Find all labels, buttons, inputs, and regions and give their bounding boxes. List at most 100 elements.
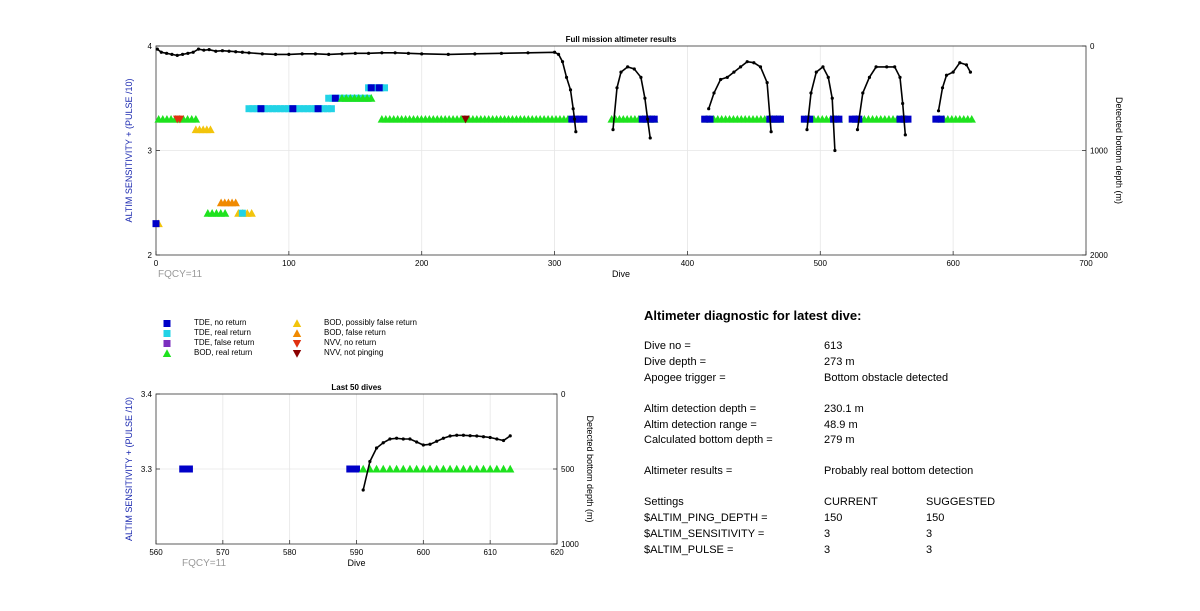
x-tick-label: 570 [216,548,230,557]
depth-point [826,75,830,79]
y-tick-label: 4 [148,42,153,51]
depth-point [571,107,575,111]
depth-point [821,65,825,69]
y2-tick-label: 0 [561,390,566,399]
depth-line [612,66,651,139]
depth-point [855,128,860,132]
legend-marker-icon [292,329,302,337]
settings-current-header: CURRENT [824,496,878,508]
series [173,115,185,124]
marker-square [776,115,784,123]
depth-point [958,61,962,65]
depth-point [805,128,809,132]
depth-point [448,434,452,438]
marker-series [152,84,976,228]
marker-square [367,84,375,92]
marker-square [806,115,814,123]
marker-triangle [292,319,302,327]
depth-line [806,65,836,151]
y2-tick-label: 0 [1090,42,1095,51]
marker-square [937,115,945,123]
depth-point [196,47,201,51]
depth-point [421,443,425,447]
marker-square [896,115,904,123]
depth-point [381,441,385,445]
series [152,220,160,228]
legend-label: TDE, false return [194,338,255,347]
marker-triangle [206,125,215,134]
depth-point [340,52,344,56]
depth-point [170,52,174,56]
depth-point [393,51,397,55]
depth-point [752,61,756,65]
y-tick-label: 3.3 [141,465,153,474]
depth-point [898,75,902,79]
y2-tick-label: 500 [561,465,575,474]
depth-point [830,96,834,100]
legend-label: BOD, possibly false return [324,318,417,327]
diag-label: Dive no = [644,340,691,352]
marker-square [800,115,808,123]
depth-point [186,51,190,55]
marker-triangle [432,464,441,473]
marker-triangle [472,464,481,473]
marker-square [261,105,269,113]
marker-triangle [247,209,256,217]
depth-point [420,52,424,56]
marker-square [325,94,333,102]
depth-point [481,435,486,439]
depth-point [273,52,278,56]
depth-point [508,434,512,438]
marker-square [300,105,308,113]
depth-line [856,66,907,135]
marker-triangle [399,464,408,473]
marker-square [185,465,193,473]
depth-point [619,70,623,74]
marker-square [152,220,160,228]
marker-triangle [392,464,401,473]
marker-square [353,465,360,473]
y2-tick-label: 2000 [1090,251,1108,260]
depth-point [473,52,477,56]
diag-value: Bottom obstacle detected [824,372,949,384]
marker-square [314,105,322,113]
diag-value: 279 m [824,434,855,446]
marker-square [346,465,354,473]
tick-labels: 560 570 580 590 600 610 620 3.3 3.4 0 500 1000 [141,390,579,557]
y-tick-label: 3 [148,147,153,156]
fqcy-annotation: FQCY=11 [182,558,226,569]
depth-lines [361,433,512,492]
depth-point [572,117,577,121]
depth-point [758,65,763,69]
y2-tick-label: 1000 [1090,147,1108,156]
depth-point [202,48,206,52]
marker-square [706,115,714,123]
marker-triangle [479,464,488,473]
depth-point [159,50,163,54]
depth-point [247,51,251,55]
y-axis-label: ALTIM SENSITIVITY + (PULSE /10) [124,79,134,223]
settings-suggested-header: SUGGESTED [926,496,996,508]
depth-point [725,75,729,79]
depth-point [867,75,872,79]
depth-point [893,65,897,69]
marker-square [835,115,843,123]
depth-point [560,60,565,64]
depth-point [648,136,652,140]
chart-title: Full mission altimeter results [566,35,677,44]
marker-square [580,115,588,123]
settings-label: Settings [644,496,684,508]
setting-label: $ALTIM_SENSITIVITY = [644,528,765,540]
marker-square [289,105,297,113]
marker-square [163,330,171,337]
setting-suggested: 150 [926,512,945,524]
depth-point [327,52,331,56]
y-tick-label: 2 [148,251,153,260]
diag-value: Probably real bottom detection [824,465,974,477]
depth-point [707,107,711,111]
x-tick-label: 700 [1079,259,1093,268]
depth-point [615,86,619,90]
x-axis-label: Dive [612,269,630,279]
diag-value: 613 [824,340,843,352]
marker-square [568,115,576,123]
